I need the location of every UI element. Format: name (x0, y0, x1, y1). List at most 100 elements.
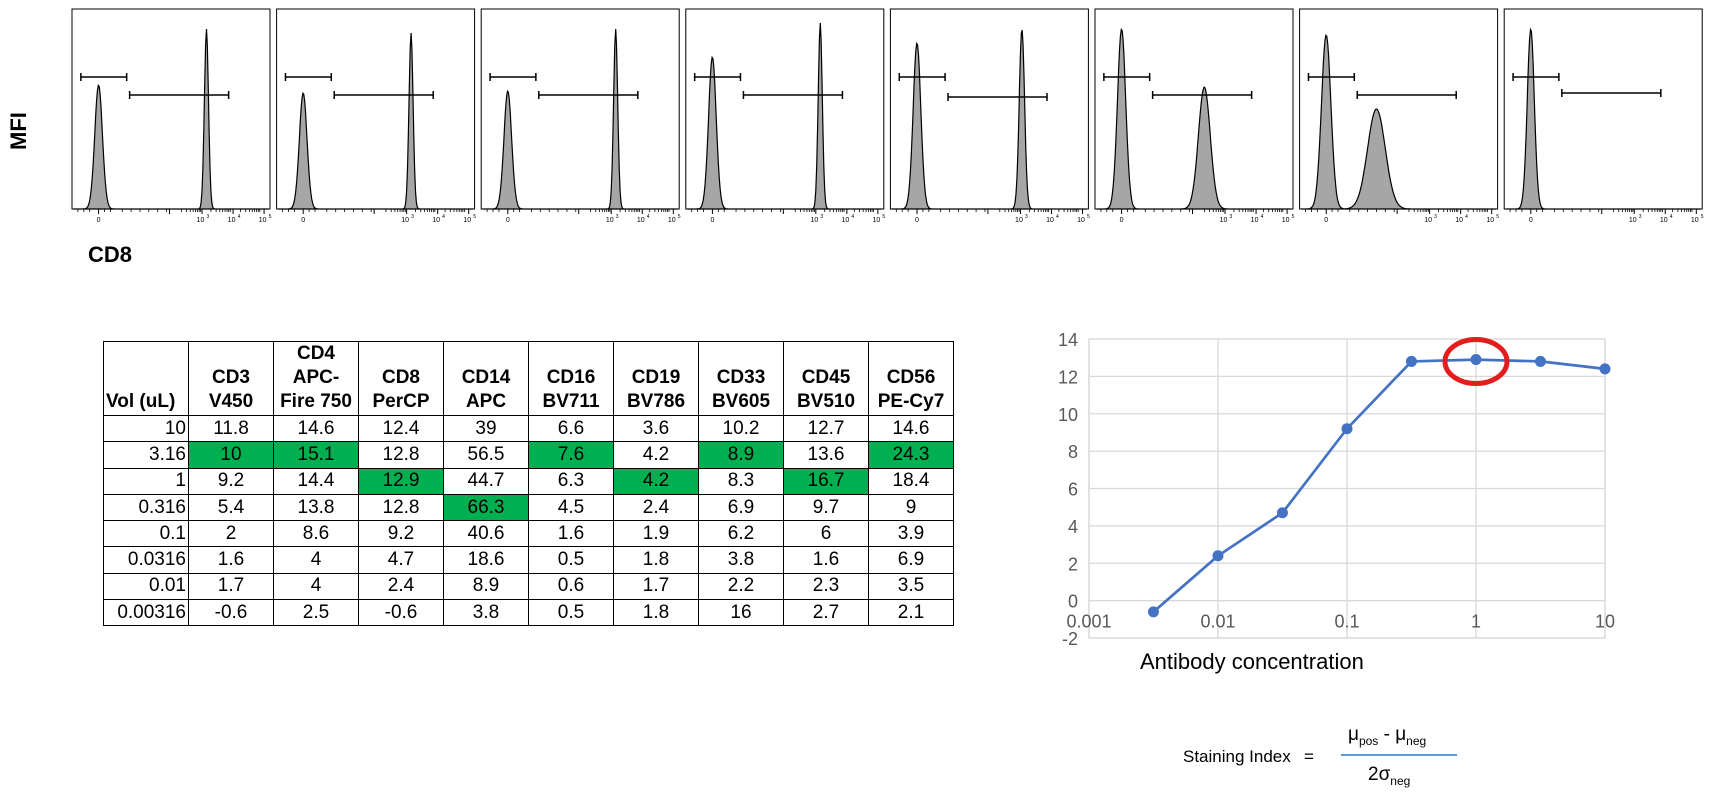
staining-index-cell: 6.2 (698, 520, 784, 548)
histogram-tick-label: 10 (463, 217, 471, 224)
staining-index-cell: 4 (273, 572, 359, 601)
histogram-x-ticks: 0 10 3 10 4 10 5 (895, 209, 1090, 224)
histogram-tick-label: 0 (1324, 217, 1328, 224)
histogram-panel: 0 10 3 10 4 10 5 (480, 8, 681, 224)
staining-index-cell: 44.7 (443, 467, 529, 495)
histogram-tick-label: 10 (259, 217, 267, 224)
gate-negative (1307, 73, 1356, 81)
volume-cell: 0.1 (103, 520, 189, 548)
staining-index-cell: 3.8 (698, 546, 784, 574)
gate-positive (947, 93, 1048, 101)
histogram-tick-exponent: 5 (269, 214, 272, 220)
histogram-tick-label: 0 (301, 217, 305, 224)
data-point (1147, 606, 1159, 618)
histogram-tick-exponent: 3 (1025, 214, 1028, 220)
histogram-tick-exponent: 4 (1465, 214, 1468, 220)
staining-index-cell: 2.4 (358, 572, 444, 601)
histogram-panel: 0 10 3 10 4 10 5 (685, 8, 885, 224)
y-tick-label: 14 (1058, 330, 1078, 350)
column-header-line: BV605 (711, 391, 771, 412)
volume-cell: 3.16 (103, 441, 189, 469)
histogram-x-axis-label: CD8 (88, 242, 133, 267)
volume-cell: 10 (103, 414, 189, 443)
staining-index-cell: 1.8 (613, 546, 699, 574)
histogram-tick-label: 10 (873, 217, 881, 224)
histogram-density (1505, 27, 1701, 210)
volume-cell: 0.00316 (103, 599, 189, 627)
column-header-line: PerCP (372, 391, 430, 412)
staining-index-cell: 2.1 (868, 599, 954, 627)
staining-index-cell: 2 (188, 520, 274, 548)
plot-area (1088, 338, 1606, 639)
x-tick-label: 0.1 (1334, 612, 1359, 632)
column-header-line: BV711 (542, 391, 600, 412)
histogram-x-ticks: 0 10 3 10 4 10 5 (282, 209, 476, 224)
histogram-panel: 0 10 3 10 4 10 5 (1094, 8, 1295, 224)
column-header: CD19 BV786 (613, 341, 699, 416)
chart-gridlines (1088, 338, 1606, 639)
histogram-tick-exponent: 4 (851, 214, 854, 220)
staining-index-cell: 56.5 (443, 441, 529, 469)
table-row: 0.00316 -0.6 2.5 -0.6 3.8 0.5 1.8 16 2.7 2.1 (103, 599, 954, 627)
histogram-panel: 0 10 3 10 4 10 5 (889, 8, 1090, 224)
table-row: 3.16 10 15.1 12.8 56.5 7.6 4.2 8.9 13.6 24.3 (103, 441, 954, 469)
staining-index-cell: 10 (188, 441, 274, 469)
staining-index-cell: -0.6 (188, 599, 274, 627)
staining-index-cell: 15.1 (273, 441, 359, 469)
data-point (1599, 363, 1611, 375)
histogram-panel: 0 10 3 10 4 10 5 (1299, 8, 1499, 224)
column-header-line: CD16 (546, 367, 596, 388)
formula-fraction-bar (1341, 754, 1457, 756)
volume-cell: 0.0316 (103, 546, 189, 574)
column-header-line: CD4 (296, 343, 335, 364)
column-header: CD16 BV711 (528, 341, 614, 416)
histogram-tick-label: 0 (915, 217, 919, 224)
staining-index-chart: -2 0 2 4 6 8 10 12 14 0.001 0.01 0.1 1 10 Antibody con… (1058, 330, 1615, 674)
gate-positive (128, 91, 230, 99)
staining-index-cell: 12.8 (358, 493, 444, 522)
histogram-tick-exponent: 3 (1230, 214, 1233, 220)
histogram-tick-label: 10 (432, 217, 440, 224)
staining-index-cell: 2.3 (783, 572, 869, 601)
column-header-line: CD14 (461, 367, 511, 388)
table-row: 0.0316 1.6 4 4.7 18.6 0.5 1.8 3.8 1.6 6.9 (103, 546, 954, 574)
column-header-line: CD45 (801, 367, 851, 388)
staining-index-cell: 2.5 (273, 599, 359, 627)
histogram-tick-exponent: 4 (1261, 214, 1264, 220)
staining-index-cell: 2.2 (698, 572, 784, 601)
data-point (1341, 423, 1353, 435)
histogram-panel: 0 10 3 10 4 10 5 (1503, 8, 1704, 224)
table-row: 10 11.8 14.6 12.4 39 6.6 3.6 10.2 12.7 14.6 (103, 414, 954, 443)
histogram-tick-label: 10 (1424, 217, 1432, 224)
data-point (1405, 355, 1417, 367)
staining-index-cell: 2.4 (613, 493, 699, 522)
staining-index-cell: 9 (868, 493, 954, 522)
column-header-line: APC- (292, 367, 340, 388)
histogram-tick-label: 10 (637, 217, 645, 224)
staining-index-cell: 8.6 (273, 520, 359, 548)
staining-index-cell: 9.7 (783, 493, 869, 522)
histogram-tick-label: 10 (1691, 217, 1699, 224)
histogram-tick-label: 10 (1077, 217, 1085, 224)
volume-cell: 1 (103, 467, 189, 495)
histogram-tick-label: 10 (1015, 217, 1023, 224)
column-header: CD4 APC- Fire 750 (273, 341, 359, 416)
histogram-tick-label: 10 (197, 217, 205, 224)
staining-index-cell: 8.9 (443, 572, 529, 601)
histogram-tick-label: 0 (97, 217, 101, 224)
histogram-tick-exponent: 3 (1434, 214, 1437, 220)
staining-index-cell: 11.8 (188, 414, 274, 443)
histogram-x-ticks: 0 10 3 10 4 10 5 (1305, 209, 1499, 224)
column-header: CD45 BV510 (783, 341, 869, 416)
staining-index-cell: 8.9 (698, 441, 784, 469)
formula-sub-den: neg (1390, 773, 1411, 788)
staining-index-cell: 12.8 (358, 441, 444, 469)
gate-positive (1356, 91, 1457, 99)
staining-index-cell: 12.4 (358, 414, 444, 443)
staining-index-cell: 18.6 (443, 546, 529, 574)
staining-index-cell: 40.6 (443, 520, 529, 548)
formula-denominator: 2σneg (1368, 764, 1410, 788)
gate-positive (333, 91, 434, 99)
staining-index-cell: 14.6 (868, 414, 954, 443)
staining-index-cell: 5.4 (188, 493, 274, 522)
